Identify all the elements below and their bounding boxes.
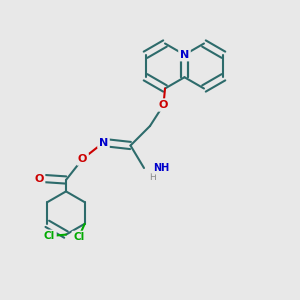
Text: Cl: Cl <box>73 232 84 242</box>
Text: N: N <box>180 50 189 60</box>
Text: N: N <box>99 137 108 148</box>
Text: O: O <box>34 173 44 184</box>
Text: O: O <box>78 154 87 164</box>
Text: NH: NH <box>153 163 169 173</box>
Text: Cl: Cl <box>44 231 55 241</box>
Text: H: H <box>150 173 156 182</box>
Text: O: O <box>159 100 168 110</box>
